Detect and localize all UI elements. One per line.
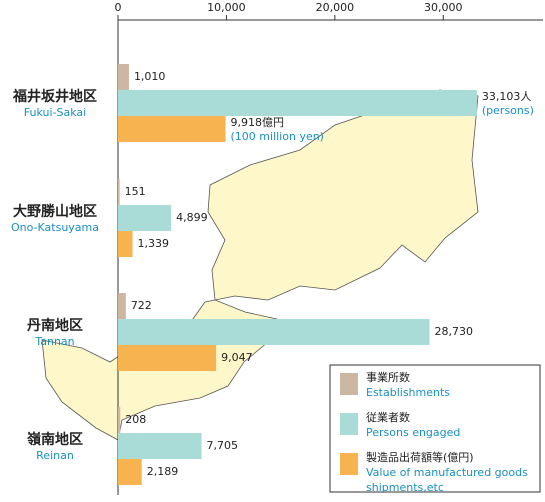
legend-box <box>329 364 541 493</box>
value-label: 9,047 <box>221 351 253 364</box>
bar <box>118 459 142 485</box>
bar <box>118 407 121 433</box>
legend-label-en: Value of manufactured goods shipments,etc <box>366 466 528 494</box>
category-label-en: Ono-Katsuyama <box>11 221 99 234</box>
value-label: 151 <box>125 185 146 198</box>
legend-label: 従業者数 <box>366 411 410 424</box>
category-label: 大野勝山地区 <box>13 203 97 220</box>
value-label: 9,918億円 <box>231 116 285 129</box>
value-label: 28,730 <box>434 325 473 338</box>
category-label: 福井坂井地区 <box>12 88 97 105</box>
bar <box>118 64 129 90</box>
bar <box>118 205 172 231</box>
value-label: 1,010 <box>134 70 166 83</box>
legend-label-en-part: shipments,etc <box>366 481 444 494</box>
value-label: 7,705 <box>207 439 239 452</box>
value-label: 1,339 <box>138 237 170 250</box>
x-tick-label: 30,000 <box>424 1 463 14</box>
value-label: 33,103人 <box>482 90 532 103</box>
legend-label: 事業所数 <box>366 371 410 384</box>
value-label: 4,899 <box>176 211 208 224</box>
bar <box>118 293 126 319</box>
bar <box>118 179 120 205</box>
bar <box>118 433 202 459</box>
value-label: 2,189 <box>147 465 179 478</box>
x-tick-label: 20,000 <box>316 1 355 14</box>
legend-swatch <box>340 373 358 395</box>
legend-swatch <box>340 453 358 475</box>
bar <box>118 116 226 142</box>
legend-label-en: Establishments <box>366 386 450 399</box>
category-label: 丹南地区 <box>27 317 83 334</box>
bar <box>118 90 477 116</box>
category-label: 嶺南地区 <box>27 431 83 448</box>
bar <box>118 231 133 257</box>
category-label-en: Fukui-Sakai <box>24 106 86 119</box>
legend-label: 製造品出荷額等(億円) <box>366 450 474 464</box>
x-tick-label: 0 <box>115 1 122 14</box>
bar <box>118 319 430 345</box>
x-tick-label: 10,000 <box>207 1 246 14</box>
annotation: (100 million yen) <box>231 130 324 143</box>
category-label-en: Reinan <box>36 449 74 462</box>
bar <box>118 345 217 371</box>
value-label: 722 <box>131 299 152 312</box>
legend-label-en: Persons engaged <box>366 426 460 439</box>
category-label-en: Tannan <box>34 335 74 348</box>
annotation: (persons) <box>482 104 534 117</box>
value-label: 208 <box>125 413 146 426</box>
legend-label-en-part: Value of manufactured goods <box>366 466 528 479</box>
legend-swatch <box>340 413 358 435</box>
